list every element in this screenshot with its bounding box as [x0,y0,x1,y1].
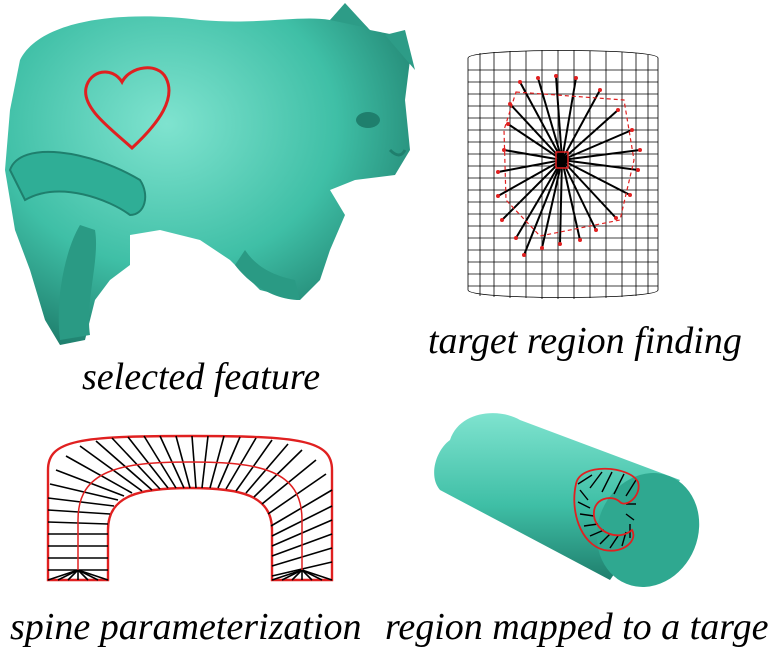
grid-lines [467,50,659,299]
spine-panel: spine parameterization [0,420,380,646]
mapped-region-outline [573,467,640,552]
cat-eye [356,112,380,128]
caption-target-region: target region finding [428,320,742,362]
cat-model-icon [5,3,415,345]
mapped-panel: region mapped to a target [380,400,768,646]
spine-boundary [46,434,334,582]
cat-ear-right [385,30,415,70]
spine-rays [47,435,333,581]
cat-leg [235,250,300,300]
cat-ear-left [330,3,368,28]
cylinder-cap [596,473,700,587]
cat-body [5,5,410,345]
u-shape-spine-icon [46,434,334,582]
heart-feature-curve [84,66,171,151]
selected-feature-panel: selected feature [0,0,420,396]
center-marker [555,151,569,169]
ray-endpoints [496,74,642,257]
rays [497,75,641,256]
target-region-outline [503,91,635,237]
target-region-panel: target region finding [420,0,768,370]
caption-spine: spine parameterization [10,606,362,648]
spine-curve [77,461,303,570]
cat-leg-front [58,225,97,340]
caption-mapped: region mapped to a target [385,606,768,648]
mapped-rays [577,471,637,549]
caption-selected-feature: selected feature [82,356,321,398]
cat-tail [8,150,147,217]
cylinder-grid-icon [467,50,659,299]
cylinder-mapped-icon [434,413,700,587]
cat-mouth [388,148,407,157]
